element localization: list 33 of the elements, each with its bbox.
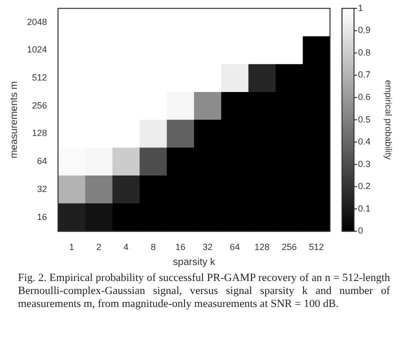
color-bar-title: empirical probability: [384, 80, 394, 160]
y-axis-title: measurements m: [8, 81, 20, 158]
y-tick-label: 256: [32, 100, 48, 110]
y-tick-label: 1024: [26, 44, 48, 55]
x-tick-label: 64: [230, 242, 240, 252]
caption: Fig. 2. Empirical probability of successful PR-GAMP recovery of an n = 512-length Bernoulli-complex-Gaussian signal, versus signal sparsity k and number of measurements m, from magnitude-only measurements at SNR = 100 dB.: [18, 272, 390, 311]
x-tick-label: 32: [202, 242, 213, 252]
x-tick-label: 2: [96, 242, 102, 252]
y-tick-label: 2048: [26, 16, 48, 27]
x-tick-label: 16: [175, 242, 186, 252]
color-bar-label: 1: [358, 2, 364, 13]
y-tick-label: 128: [32, 128, 48, 138]
x-tick-label: 4: [124, 242, 129, 252]
color-bar-label: 0.7: [358, 70, 371, 80]
y-tick-label: 512: [32, 72, 48, 83]
color-bar-label: 0.9: [358, 25, 371, 36]
color-bar-label: 0.1: [358, 203, 371, 214]
y-tick-label: 64: [37, 156, 48, 166]
color-bar-label: 0: [358, 226, 364, 236]
y-tick-label: 16: [37, 212, 48, 222]
x-tick-label: 1: [69, 242, 74, 252]
x-tick-label: 256: [282, 242, 297, 252]
color-bar-label: 0.2: [358, 181, 371, 192]
color-bar-label: 0.5: [358, 114, 371, 124]
x-tick-label: 128: [254, 242, 270, 252]
color-bar-label: 0.6: [358, 92, 371, 102]
x-tick-label: 512: [308, 242, 324, 252]
x-axis-title: sparsity k: [172, 256, 216, 268]
color-bar-label: 0.4: [358, 136, 371, 147]
y-tick-label: 32: [37, 184, 48, 194]
color-bar-label: 0.8: [358, 47, 371, 58]
x-tick-label: 8: [150, 242, 156, 252]
color-bar-label: 0.3: [358, 158, 371, 169]
